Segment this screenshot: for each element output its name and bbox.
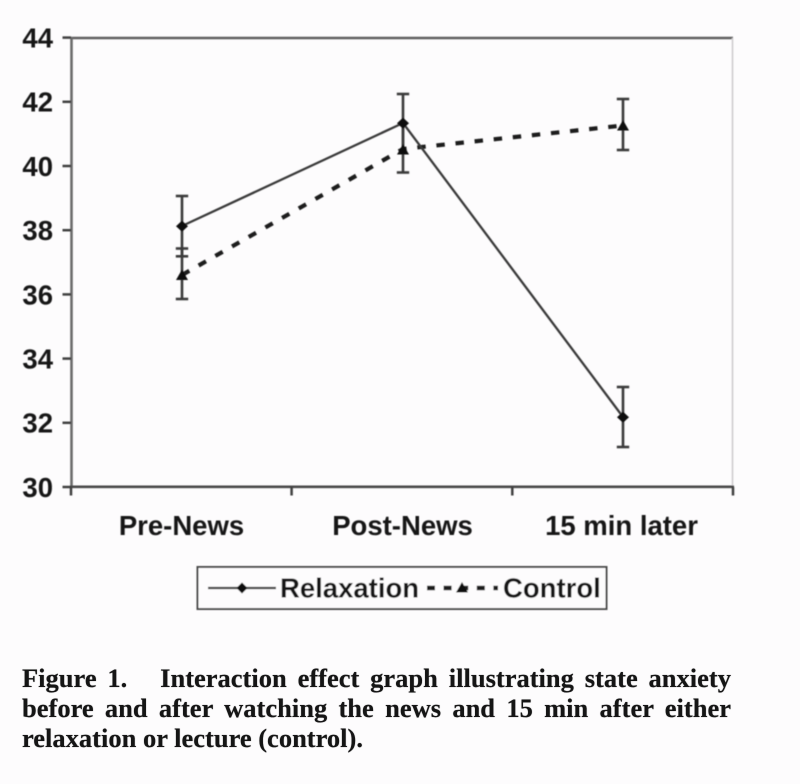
svg-text:36: 36	[22, 279, 53, 310]
svg-text:Pre-News: Pre-News	[119, 510, 244, 541]
svg-text:38: 38	[22, 215, 53, 246]
svg-text:40: 40	[22, 151, 53, 182]
svg-text:42: 42	[22, 87, 53, 118]
svg-text:30: 30	[22, 472, 53, 503]
svg-text:32: 32	[22, 408, 53, 439]
svg-text:Control: Control	[503, 573, 601, 604]
svg-text:34: 34	[22, 344, 53, 375]
svg-text:Relaxation: Relaxation	[280, 573, 419, 604]
svg-text:15 min later: 15 min later	[545, 510, 698, 541]
svg-text:Post-News: Post-News	[332, 510, 473, 541]
svg-text:44: 44	[22, 23, 53, 54]
